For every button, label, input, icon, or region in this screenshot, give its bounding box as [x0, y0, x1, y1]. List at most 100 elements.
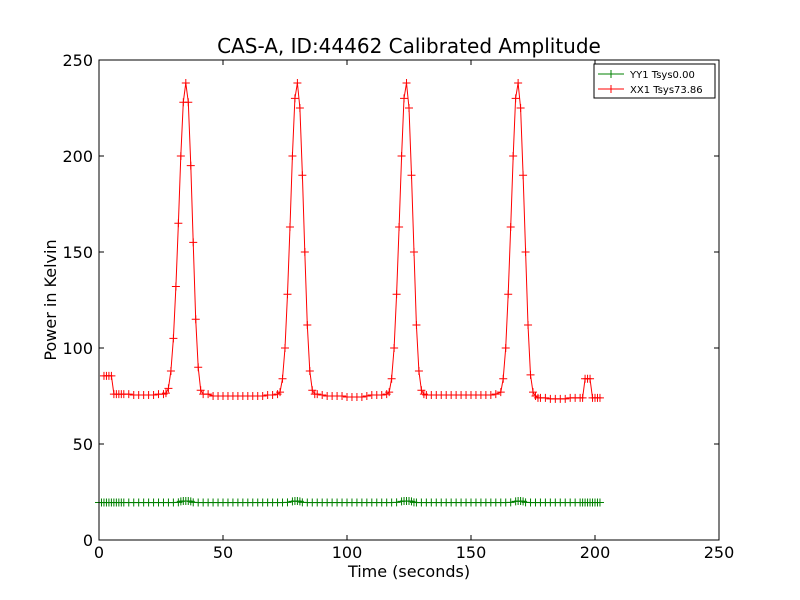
- y-tick-label: 200: [62, 147, 93, 166]
- data-point: [176, 152, 185, 160]
- data-point: [278, 374, 287, 383]
- data-point: [412, 320, 421, 329]
- data-point: [377, 391, 386, 400]
- data-point: [516, 104, 525, 112]
- data-point: [387, 374, 396, 383]
- data-point: [561, 394, 570, 403]
- y-tick-label: 250: [62, 51, 93, 70]
- data-point: [595, 393, 604, 402]
- data-point: [194, 363, 203, 372]
- data-point: [357, 392, 366, 401]
- data-point: [191, 315, 200, 324]
- data-point: [506, 223, 515, 232]
- data-point: [174, 219, 183, 228]
- data-point: [318, 391, 327, 400]
- legend-marker-xx1: [607, 85, 615, 93]
- data-point: [392, 290, 401, 299]
- data-point: [281, 344, 289, 352]
- data-point: [499, 374, 508, 383]
- data-point: [184, 98, 193, 107]
- data-point: [186, 161, 195, 170]
- data-point: [414, 367, 423, 376]
- data-point: [395, 223, 404, 232]
- data-point: [519, 171, 528, 180]
- data-point: [293, 79, 302, 88]
- data-point: [305, 367, 314, 376]
- y-tick-label: 100: [62, 339, 93, 358]
- legend-marker-yy1: [607, 70, 615, 78]
- data-point: [504, 290, 513, 299]
- y-axis-label: Power in Kelvin: [41, 239, 60, 360]
- data-point: [496, 388, 505, 397]
- data-point: [409, 248, 418, 256]
- x-tick-label: 50: [213, 543, 233, 562]
- data-point: [392, 498, 401, 507]
- data-point: [514, 79, 523, 88]
- data-point: [501, 344, 510, 352]
- data-point: [290, 94, 299, 103]
- data-point: [407, 171, 416, 180]
- data-point: [521, 248, 530, 256]
- data-point: [181, 79, 190, 88]
- tick-layer: 0 50 100 150 200 250 0 50 100 150 200 250: [62, 51, 734, 562]
- legend-box: [593, 63, 716, 99]
- x-tick-label: 0: [94, 543, 104, 562]
- data-point: [526, 370, 535, 379]
- x-tick-label: 200: [580, 543, 611, 562]
- data-point: [509, 152, 518, 160]
- data-point: [161, 389, 170, 398]
- data-point: [285, 223, 294, 232]
- data-point: [486, 391, 495, 400]
- data-point: [595, 498, 604, 507]
- data-point: [107, 371, 116, 380]
- data-point: [506, 498, 515, 507]
- data-point: [124, 390, 133, 399]
- chart-title: CAS-A, ID:44462 Calibrated Amplitude: [217, 34, 601, 58]
- data-point: [149, 391, 158, 400]
- plot-frame: [98, 59, 720, 541]
- data-point: [204, 390, 213, 399]
- data-point: [511, 94, 520, 103]
- legend-label-yy1: YY1 Tsys0.00: [629, 70, 695, 81]
- data-point: [298, 171, 307, 180]
- data-point: [397, 152, 406, 160]
- legend-label-xx1: XX1 Tsys73.86: [630, 85, 703, 96]
- y-tick-label: 50: [73, 435, 93, 454]
- data-point: [276, 388, 285, 397]
- data-point: [283, 498, 292, 507]
- series-line-1: [104, 82, 600, 400]
- data-point: [268, 391, 277, 400]
- data-point: [385, 388, 394, 397]
- data-point: [300, 248, 309, 256]
- x-tick-label: 150: [456, 543, 487, 562]
- data-point: [578, 393, 587, 402]
- x-tick-label: 100: [332, 543, 363, 562]
- data-point: [313, 390, 322, 399]
- data-point: [491, 390, 500, 399]
- data-point: [295, 104, 304, 112]
- data-point: [283, 290, 292, 299]
- series-layer: [95, 79, 604, 507]
- data-point: [405, 104, 413, 112]
- data-point: [400, 94, 409, 103]
- data-point: [390, 344, 399, 352]
- data-point: [164, 384, 173, 393]
- data-point: [541, 393, 550, 402]
- data-point: [338, 392, 347, 400]
- legend: YY1 Tsys0.00 XX1 Tsys73.86: [593, 63, 716, 99]
- data-point: [169, 334, 178, 343]
- y-tick-label: 0: [83, 531, 93, 550]
- data-point: [171, 282, 180, 291]
- data-point: [258, 392, 267, 400]
- data-point: [402, 79, 411, 88]
- x-tick-label: 250: [704, 543, 735, 562]
- data-point: [524, 320, 533, 329]
- data-point: [586, 374, 595, 383]
- data-point: [288, 152, 297, 160]
- x-axis-label: Time (seconds): [347, 562, 470, 581]
- data-point: [166, 367, 175, 376]
- data-point: [303, 320, 312, 329]
- data-point: [362, 392, 371, 400]
- data-point: [189, 238, 198, 247]
